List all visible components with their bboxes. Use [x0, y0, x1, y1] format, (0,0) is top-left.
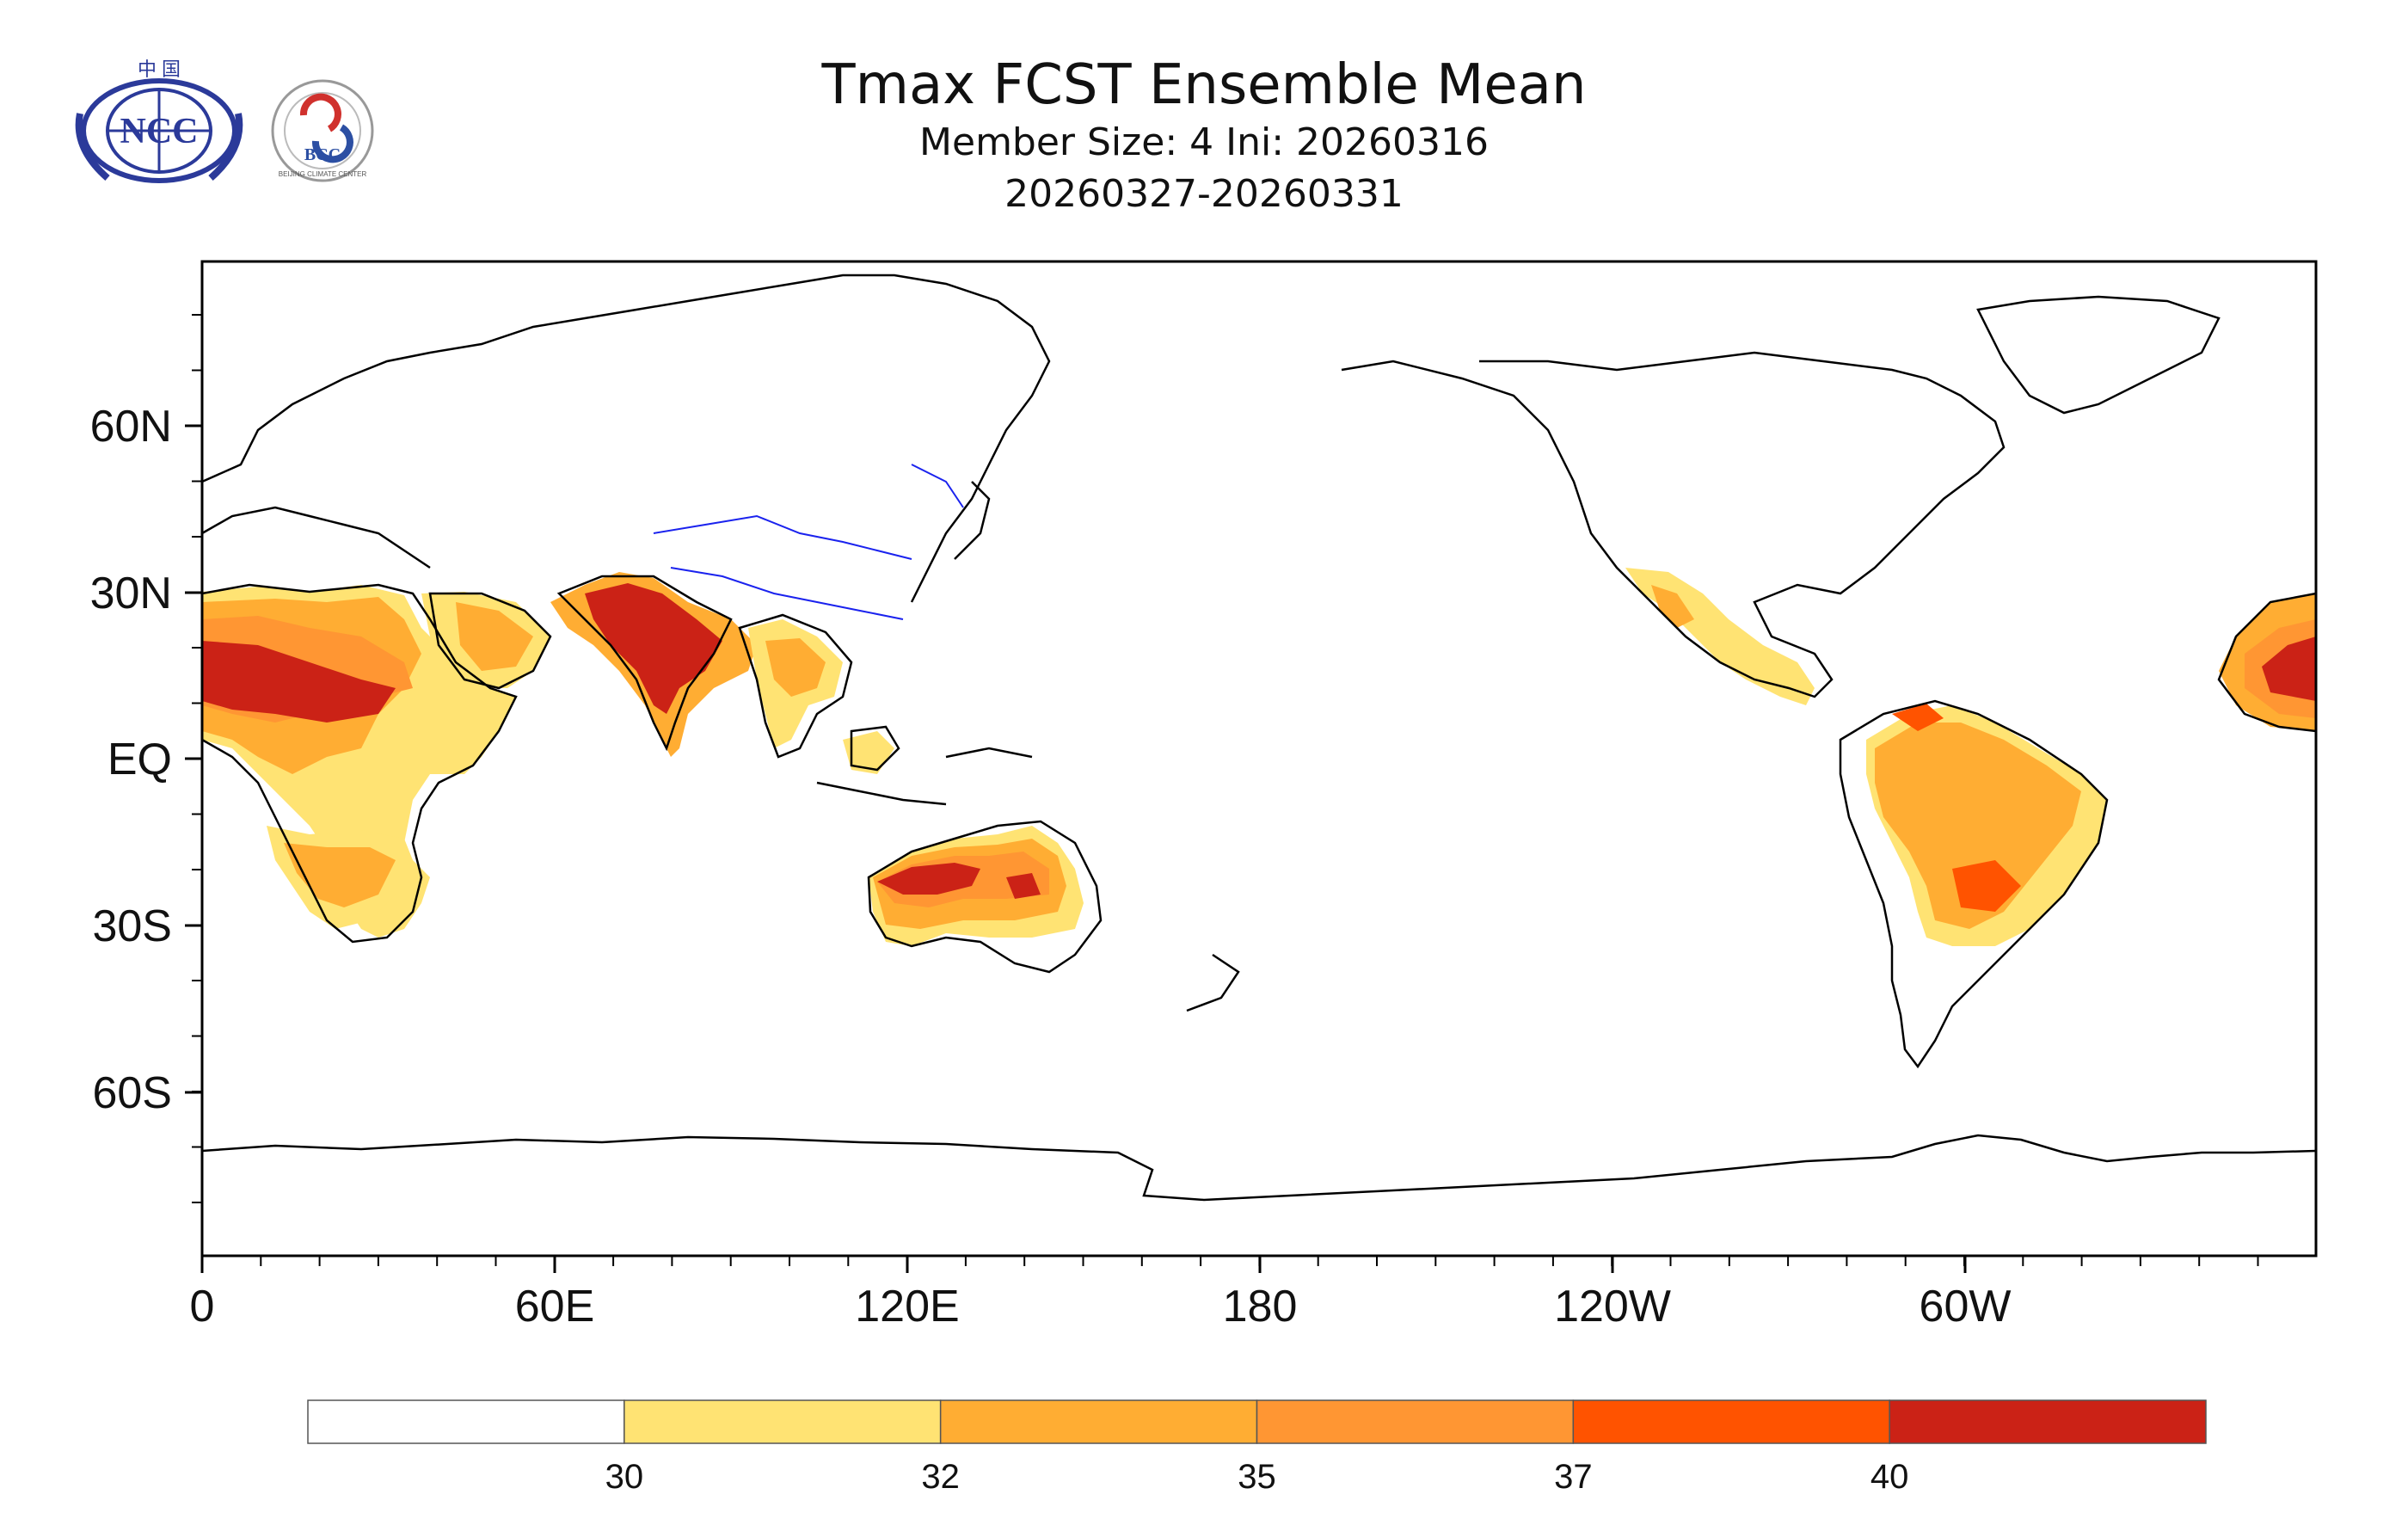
shading-west-africa-wrap	[2219, 593, 2316, 731]
y-axis: 60N 30N EQ 30S 60S	[90, 314, 202, 1203]
bcc-logo: BCC BEIJING CLIMATE CENTER	[271, 79, 374, 182]
rivers	[653, 464, 964, 620]
bcc-logo-text: BCC	[304, 145, 341, 164]
ncc-logo: NCC 中 国	[75, 58, 243, 183]
colorbar-segment	[1572, 1399, 1890, 1444]
y-tick-label: 30N	[90, 569, 172, 618]
colorbar-segment	[1256, 1399, 1575, 1444]
colorbar-label: 32	[921, 1458, 960, 1496]
shading-south-america	[1866, 704, 2107, 946]
y-tick-label: 30S	[92, 901, 172, 951]
shading-central-america	[1625, 568, 1815, 705]
x-tick-label: 60W	[1920, 1282, 2012, 1331]
colorbar-label: 40	[1870, 1458, 1909, 1496]
map-title: Tmax FCST Ensemble Mean	[821, 53, 1587, 117]
colorbar: 30 32 35 37 40	[307, 1399, 2207, 1496]
y-tick-label: EQ	[108, 735, 172, 784]
ncc-logo-text: NCC	[120, 112, 199, 151]
colorbar-segment	[939, 1399, 1258, 1444]
shading-india	[550, 572, 757, 757]
x-tick-label: 120E	[855, 1282, 959, 1331]
colorbar-segment	[1889, 1399, 2207, 1444]
x-tick-label: 120W	[1554, 1282, 1671, 1331]
x-tick-label: 0	[190, 1282, 215, 1331]
map-subtitle-dates: 20260327-20260331	[1004, 172, 1404, 216]
shading-africa	[202, 585, 516, 938]
colorbar-segment	[624, 1399, 942, 1444]
shading-seasia	[748, 619, 894, 774]
y-tick-label: 60S	[92, 1068, 172, 1118]
colorbar-label: 37	[1554, 1458, 1593, 1496]
ncc-logo-top-text: 中 国	[138, 58, 181, 80]
shading-australia	[869, 826, 1084, 946]
colorbar-label: 35	[1238, 1458, 1276, 1496]
bcc-logo-ring-text: BEIJING CLIMATE CENTER	[279, 170, 367, 178]
map-panel	[202, 261, 2316, 1256]
x-tick-label: 180	[1223, 1282, 1298, 1331]
map-subtitle-members: Member Size: 4 Ini: 20260316	[919, 120, 1489, 164]
x-tick-label: 60E	[515, 1282, 595, 1331]
colorbar-label: 30	[605, 1458, 644, 1496]
coastlines	[202, 274, 2316, 1202]
x-axis: 0 60E 120E 180 120W 60W	[190, 1256, 2259, 1331]
y-tick-label: 60N	[90, 402, 172, 452]
colorbar-segment	[307, 1399, 625, 1444]
